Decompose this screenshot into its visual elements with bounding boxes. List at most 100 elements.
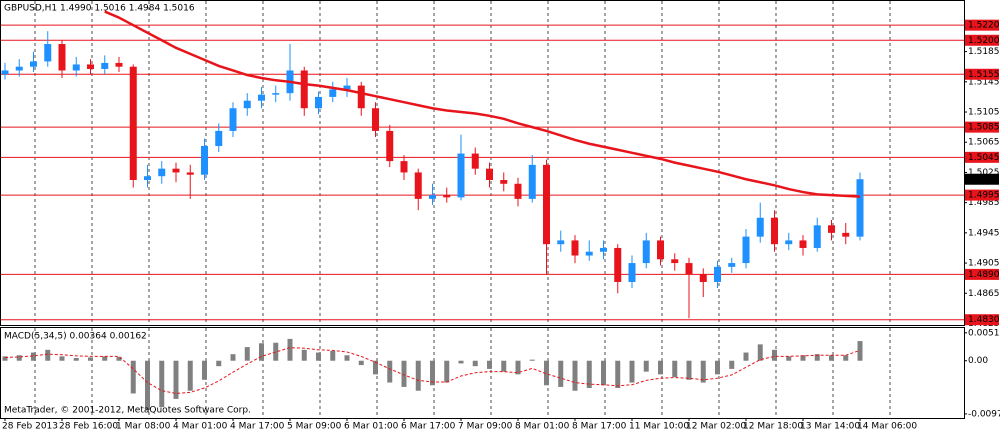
macd-bar	[259, 343, 264, 361]
level-label-box	[965, 121, 999, 133]
candle-body	[471, 153, 479, 169]
macd-bar	[116, 356, 122, 361]
x-tick-label: 4 Mar 01:00	[173, 422, 228, 432]
candle-body	[457, 153, 465, 198]
candle-body	[258, 94, 265, 101]
level-label-box	[965, 19, 999, 31]
candle-body	[543, 164, 550, 245]
macd-bar	[843, 355, 849, 361]
candle-body	[186, 172, 194, 175]
macd-bar	[586, 360, 592, 388]
candle-body	[671, 259, 679, 264]
candle-body	[714, 266, 721, 282]
x-tick-label: 12 Mar 18:00	[743, 422, 803, 432]
macd-bar	[786, 356, 792, 361]
macd-y-tick-label: -0.00975	[968, 409, 1000, 419]
macd-bar	[487, 360, 492, 369]
candle-body	[785, 240, 793, 245]
y-tick-label: 1.5145	[968, 77, 1000, 87]
macd-bar	[202, 360, 207, 380]
candle-body	[158, 168, 166, 177]
candle-body	[614, 247, 622, 282]
macd-bar	[301, 349, 307, 361]
macd-bar	[216, 360, 222, 367]
candle-body	[372, 108, 379, 131]
candle-body	[657, 240, 664, 260]
candle-body	[129, 66, 137, 180]
level-label: 1.4830	[968, 315, 1000, 325]
macd-bar	[743, 352, 749, 361]
macd-bar	[244, 347, 250, 361]
macd-bar	[187, 360, 193, 391]
macd-bar	[387, 360, 393, 383]
macd-bar	[715, 360, 720, 375]
macd-bar	[145, 360, 150, 410]
candle-body	[699, 274, 707, 282]
macd-bar	[73, 358, 79, 361]
macd-bar	[287, 338, 293, 361]
candle-body	[343, 85, 351, 90]
x-tick-label: 1 Mar 08:00	[116, 422, 171, 432]
macd-bar	[729, 360, 735, 369]
candle-body	[400, 161, 408, 173]
candle-body	[1, 70, 9, 75]
macd-bar	[501, 360, 507, 372]
candle-body	[443, 195, 451, 198]
x-tick-label: 7 Mar 09:00	[458, 422, 513, 432]
macd-y-tick-label: 0.00511	[968, 328, 1000, 338]
y-tick-label: 1.5025	[968, 168, 1000, 178]
y-tick-label: 1.4945	[968, 228, 1000, 238]
macd-bar	[444, 360, 450, 383]
main-panel	[0, 0, 965, 326]
macd-bar	[2, 356, 8, 361]
candle-body	[72, 64, 80, 71]
footer: MetaTrader, © 2001-2012, MetaQuotes Soft…	[4, 406, 251, 416]
candle-body	[87, 64, 94, 69]
candle-body	[300, 70, 308, 109]
macd-bar	[401, 360, 407, 387]
macd-bar	[814, 354, 820, 361]
level-label: 1.5045	[968, 153, 1000, 163]
candle-body	[628, 263, 636, 282]
candle-body	[842, 232, 850, 237]
candle-body	[585, 251, 593, 256]
moving-average	[104, 10, 861, 198]
chart-title: GBPUSD,H1 1.4990 1.5016 1.4984 1.5016	[4, 4, 195, 14]
candle-body	[514, 183, 522, 199]
level-label: 1.5220	[968, 21, 1000, 31]
macd-bar	[16, 355, 22, 361]
candle-body	[486, 168, 493, 180]
macd-signal	[4, 347, 861, 394]
macd-bar	[358, 360, 364, 366]
x-tick-label: 14 Mar 06:00	[857, 422, 917, 432]
macd-bar	[572, 360, 578, 391]
level-label: 1.5200	[968, 36, 1000, 46]
macd-bar	[515, 360, 521, 375]
x-tick-label: 11 Mar 10:00	[629, 422, 689, 432]
y-tick-label: 1.4865	[968, 289, 1000, 299]
candle-body	[386, 130, 394, 162]
macd-bar	[458, 360, 464, 364]
candle-body	[429, 195, 436, 199]
x-tick-label: 4 Mar 17:00	[230, 422, 285, 432]
x-tick-label: 6 Mar 01:00	[344, 422, 399, 432]
macd-bar	[59, 356, 65, 361]
macd-bar	[472, 360, 478, 367]
candle-body	[771, 217, 778, 245]
level-label: 1.5085	[968, 123, 1000, 133]
macd-bar	[558, 360, 564, 387]
candle-body	[30, 61, 37, 67]
candle-body	[215, 130, 223, 147]
candle-body	[528, 164, 536, 199]
macd-bar	[672, 360, 678, 378]
candle-body	[813, 225, 821, 248]
macd-bar	[130, 360, 136, 394]
macd-bar	[330, 350, 336, 361]
candle-body	[329, 89, 337, 97]
macd-bar	[88, 357, 93, 361]
candle-body	[201, 146, 208, 175]
y-tick-label: 1.5065	[968, 138, 1000, 148]
candle-body	[272, 93, 280, 95]
candle-body	[243, 100, 251, 109]
